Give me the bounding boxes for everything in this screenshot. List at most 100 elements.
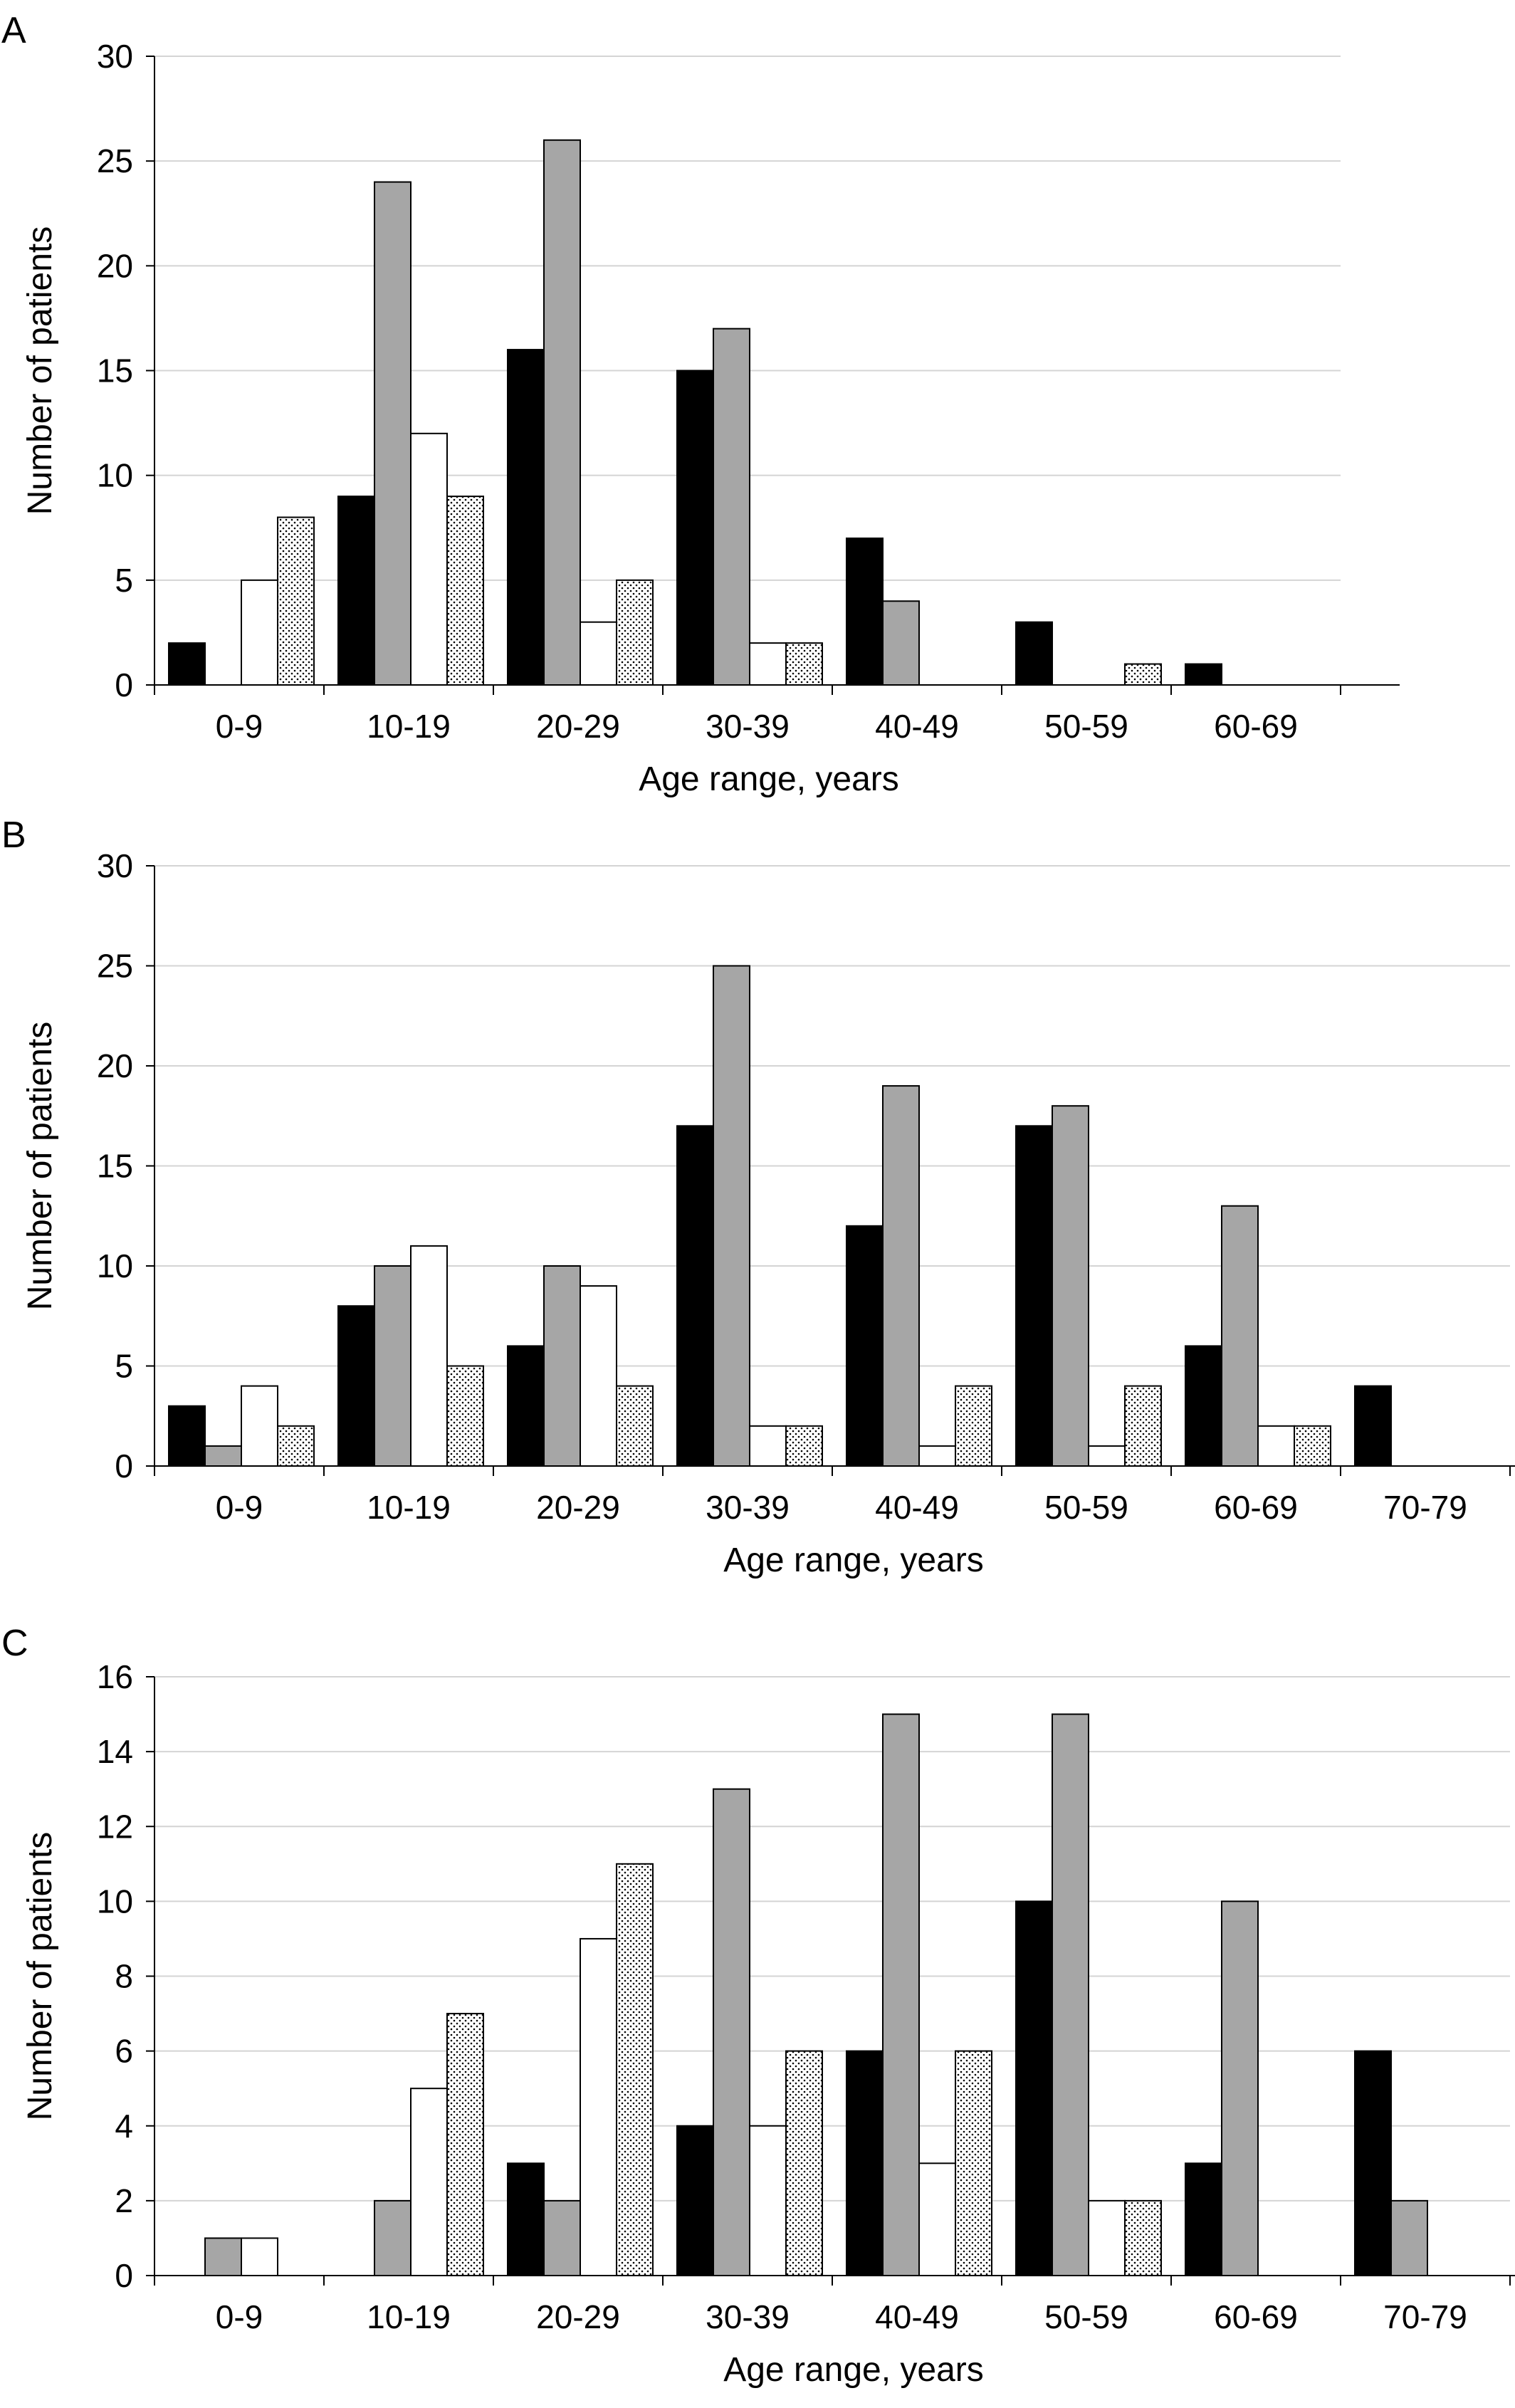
panel-a-bar-50-59-black (1015, 621, 1053, 686)
panel-a-bar-30-39-dotted (785, 642, 823, 686)
panel-b-bar-60-69-gray (1221, 1205, 1259, 1467)
panel-a-y-tick-label: 15 (97, 352, 133, 389)
panel-c-y-tick-label: 8 (115, 1958, 133, 1995)
panel-b-x-tick-label: 50-59 (1044, 1489, 1128, 1526)
panel-c-bar-60-69-gray (1221, 1900, 1259, 2276)
panel-b-y-tick-label: 20 (97, 1047, 133, 1084)
panel-b-bar-20-29-black (507, 1345, 545, 1467)
panel-b-bar-40-49-dotted (955, 1385, 992, 1467)
panel-a-bar-10-19-black (337, 496, 375, 686)
panel-b-y-tick-label: 15 (97, 1148, 133, 1185)
panel-c-x-tick-label: 70-79 (1383, 2298, 1467, 2335)
panel-b-y-axis-label: Number of patients (21, 1022, 59, 1311)
panel-a-bar-20-29-dotted (616, 579, 654, 686)
panel-a-y-tick-label: 5 (115, 562, 133, 599)
panel-b-bar-10-19-black (337, 1305, 375, 1467)
panel-b-x-tick-label: 0-9 (216, 1489, 263, 1526)
panel-c-y-tick-label: 0 (115, 2257, 133, 2294)
panel-c-bar-20-29-white (580, 1937, 617, 2276)
panel-a-bar-60-69-black (1185, 663, 1222, 686)
panel-b-x-tick-label: 70-79 (1383, 1489, 1467, 1526)
panel-b-y-tick-label: 25 (97, 948, 133, 985)
panel-c-bar-30-39-white (749, 2125, 787, 2276)
panel-a-bar-50-59-dotted (1124, 663, 1162, 686)
panel-c-bar-50-59-white (1088, 2199, 1126, 2276)
panel-a-chart: 0 5 10 15 20 25 30 0-9 10-19 20-29 30-39 40-49 50-59… (1, 10, 1400, 798)
panel-a-bar-40-49-black (846, 537, 884, 686)
panel-c-x-tick-label: 0-9 (216, 2298, 263, 2335)
panel-a-y-tick-label: 30 (97, 38, 133, 75)
panel-c-bar-20-29-gray (543, 2199, 581, 2276)
panel-c-chart: 0 2 4 6 8 10 12 14 16 0-9 10-19 20-29 30-39 40-49 50-5… (1, 1623, 1515, 2389)
panel-a-x-tick-label: 0-9 (216, 708, 263, 745)
panel-c-bar-40-49-black (846, 2050, 884, 2276)
panel-a-y-tick-label: 10 (97, 457, 133, 494)
panel-a-bar-20-29-white (580, 621, 617, 686)
panel-b-x-tick-label: 60-69 (1214, 1489, 1298, 1526)
panel-a-x-tick-label: 10-19 (367, 708, 451, 745)
panel-a-x-tick-label: 50-59 (1044, 708, 1128, 745)
panel-b-bar-30-39-black (676, 1125, 714, 1467)
panel-b-bar-30-39-gray (713, 965, 750, 1467)
panel-b-bar-50-59-white (1088, 1445, 1126, 1467)
panel-c-y-axis-label: Number of patients (21, 1832, 59, 2121)
panel-c-bar-10-19-gray (374, 2199, 411, 2276)
panel-a-x-axis-label: Age range, years (639, 760, 899, 798)
panel-c-bar-50-59-dotted (1124, 2199, 1162, 2276)
panel-b-bar-0-9-gray (204, 1445, 242, 1467)
panel-c-bar-30-39-black (676, 2125, 714, 2276)
panel-a-x-tick-label: 20-29 (536, 708, 620, 745)
panel-a-bar-30-39-white (749, 642, 787, 686)
panel-b-bar-40-49-white (918, 1445, 956, 1467)
panel-b-bar-20-29-gray (543, 1265, 581, 1467)
panel-a-x-tick-label: 40-49 (875, 708, 959, 745)
panel-a-y-tick-label: 0 (115, 666, 133, 703)
panel-b-x-tick-label: 20-29 (536, 1489, 620, 1526)
panel-c-bar-60-69-black (1185, 2162, 1222, 2276)
panel-b-x-tick-label: 10-19 (367, 1489, 451, 1526)
panel-c-x-tick-label: 40-49 (875, 2298, 959, 2335)
panel-c-x-tick-label: 20-29 (536, 2298, 620, 2335)
panel-c-bar-10-19-white (410, 2088, 448, 2276)
panel-a-bar-10-19-gray (374, 181, 411, 686)
panel-a-bar-30-39-gray (713, 328, 750, 686)
panel-b-bar-0-9-dotted (277, 1425, 315, 1467)
panel-c-x-tick-label: 60-69 (1214, 2298, 1298, 2335)
panel-b-y-tick-label: 0 (115, 1448, 133, 1485)
panel-b-bar-60-69-dotted (1294, 1425, 1331, 1467)
panel-a-bar-20-29-gray (543, 139, 581, 686)
panel-c-bar-20-29-dotted (616, 1863, 654, 2276)
panel-b-bar-40-49-black (846, 1225, 884, 1467)
panel-a-bar-0-9-black (168, 642, 206, 686)
panel-a-bar-30-39-black (676, 370, 714, 686)
panel-b-bar-50-59-dotted (1124, 1385, 1162, 1467)
panel-c-bar-70-79-black (1354, 2050, 1392, 2276)
panel-b-y-tick-label: 30 (97, 847, 133, 884)
panel-b-chart: 0 5 10 15 20 25 30 0-9 10-19 20-29 30-39 40-49 50-59… (1, 815, 1515, 1579)
panel-a-label: A (1, 10, 26, 51)
panel-b-y-tick-label: 5 (115, 1348, 133, 1385)
panel-c-bar-70-79-gray (1390, 2199, 1428, 2276)
panel-c-y-tick-label: 12 (97, 1808, 133, 1845)
panel-c-label: C (1, 1623, 28, 1664)
panel-c-y-tick-label: 16 (97, 1658, 133, 1695)
panel-c-bar-10-19-dotted (446, 2013, 484, 2276)
panel-c-x-axis-label: Age range, years (723, 2351, 984, 2389)
panel-c-bar-50-59-gray (1052, 1713, 1089, 2276)
panel-b-bar-40-49-gray (882, 1085, 920, 1467)
panel-c-bar-0-9-gray (204, 2237, 242, 2276)
panel-c-x-tick-label: 30-39 (706, 2298, 790, 2335)
panel-c-x-tick-label: 50-59 (1044, 2298, 1128, 2335)
panel-a-bar-0-9-dotted (277, 516, 315, 686)
panel-a-y-axis-label: Number of patients (21, 226, 59, 515)
panel-a-bar-20-29-black (507, 349, 545, 686)
panel-b-bar-10-19-white (410, 1245, 448, 1467)
panel-c-bar-30-39-gray (713, 1788, 750, 2276)
panel-c-bar-50-59-black (1015, 1900, 1053, 2276)
panel-c-y-tick-label: 10 (97, 1883, 133, 1920)
panel-b-bar-0-9-black (168, 1405, 206, 1467)
panel-c-bar-0-9-white (241, 2237, 278, 2276)
panel-b-bar-70-79-black (1354, 1385, 1392, 1467)
panel-c-bar-40-49-gray (882, 1713, 920, 2276)
